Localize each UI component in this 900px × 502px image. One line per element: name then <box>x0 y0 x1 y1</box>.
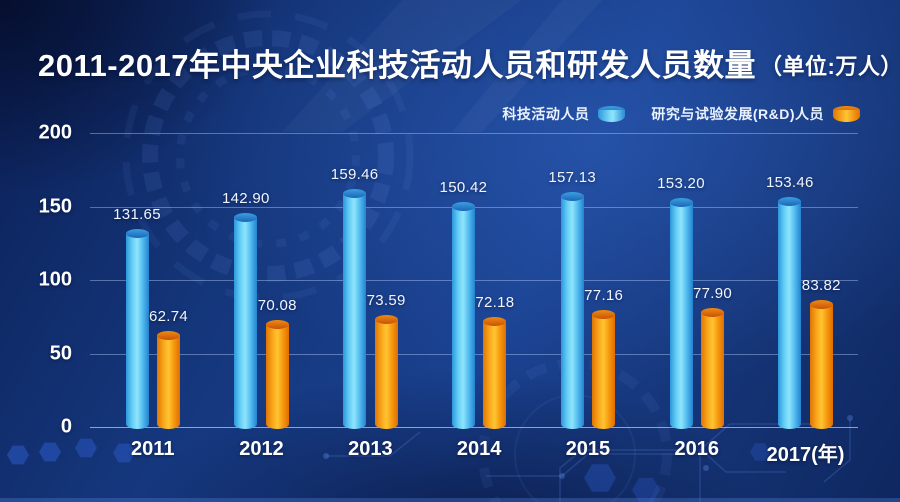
legend-item-rd-personnel: 研究与试验发展(R&D)人员 <box>651 104 860 124</box>
bar-orange-2011 <box>157 330 180 429</box>
x-axis-tick-2017: 2017(年) <box>766 444 845 466</box>
bar-cap-blue-2015 <box>560 192 584 202</box>
value-label-orange-2017: 83.82 <box>801 276 841 294</box>
bar-blue-2014 <box>451 201 475 429</box>
chart-title: 2011-2017年中央企业科技活动人员和研发人员数量 （单位:万人） <box>38 40 900 85</box>
bar-blue-2017 <box>778 197 802 429</box>
bar-blue-2012 <box>234 212 258 429</box>
value-label-blue-2015: 157.13 <box>548 169 597 187</box>
bar-cap-orange-2014 <box>483 316 507 326</box>
y-axis-tick-50: 50 <box>49 342 72 364</box>
y-axis-tick-200: 200 <box>38 121 72 144</box>
legend-marker-blue-cylinder-icon <box>598 106 626 122</box>
bar-blue-2015 <box>560 192 584 429</box>
bar-cap-blue-2011 <box>125 229 149 239</box>
chart-title-unit: （单位:万人） <box>760 54 900 79</box>
x-axis-tick-2011: 2011 <box>131 438 175 460</box>
bar-blue-2016 <box>669 197 693 429</box>
value-label-orange-2014: 72.18 <box>475 293 515 311</box>
bar-cap-orange-2012 <box>265 319 289 329</box>
bar-cap-orange-2016 <box>701 308 724 318</box>
bar-cap-blue-2012 <box>234 212 258 222</box>
bar-cap-orange-2011 <box>157 330 180 340</box>
gridline-y-200 <box>90 133 858 134</box>
legend-item-tech-personnel: 科技活动人员 <box>502 104 626 124</box>
bar-blue-2013 <box>343 188 367 429</box>
bar-cap-blue-2014 <box>451 201 475 211</box>
legend-label-rd-personnel: 研究与试验发展(R&D)人员 <box>651 106 824 122</box>
bar-orange-2012 <box>265 319 289 429</box>
x-axis-tick-2016: 2016 <box>674 438 720 460</box>
bar-cap-blue-2016 <box>669 197 693 207</box>
value-label-blue-2014: 150.42 <box>439 178 488 196</box>
x-axis-tick-2012: 2012 <box>239 438 284 460</box>
value-label-orange-2011: 62.74 <box>148 307 189 325</box>
bar-orange-2015 <box>592 309 616 429</box>
bar-orange-2014 <box>483 316 507 429</box>
legend-marker-orange-cylinder-icon <box>833 106 860 122</box>
legend: 科技活动人员 研究与试验发展(R&D)人员 <box>502 104 860 124</box>
bar-orange-2017 <box>809 299 833 429</box>
bar-orange-2016 <box>701 308 724 429</box>
legend-label-tech-personnel: 科技活动人员 <box>502 106 590 122</box>
value-label-orange-2015: 77.16 <box>584 286 624 304</box>
value-label-blue-2012: 142.90 <box>221 189 270 207</box>
x-axis-tick-2014: 2014 <box>456 438 502 460</box>
value-label-orange-2016: 77.90 <box>692 285 733 303</box>
bar-cap-orange-2015 <box>592 309 616 319</box>
y-axis-tick-100: 100 <box>38 268 72 291</box>
value-label-orange-2012: 70.08 <box>257 296 297 314</box>
value-label-blue-2016: 153.20 <box>657 174 705 192</box>
x-axis-tick-2013: 2013 <box>348 438 393 460</box>
bottom-edge-highlight <box>0 498 900 502</box>
y-axis-tick-0: 0 <box>60 415 72 438</box>
bar-orange-2013 <box>374 314 398 429</box>
gridline-y-0 <box>90 427 858 428</box>
bar-cap-orange-2013 <box>374 314 398 324</box>
value-label-blue-2013: 159.46 <box>330 165 379 183</box>
bar-cap-blue-2013 <box>343 188 367 198</box>
value-label-blue-2011: 131.65 <box>113 206 161 224</box>
y-axis-tick-150: 150 <box>38 195 72 217</box>
bar-blue-2011 <box>125 229 149 429</box>
bar-cap-orange-2017 <box>809 299 833 309</box>
bar-cap-blue-2017 <box>778 197 802 207</box>
value-label-blue-2017: 153.46 <box>765 174 814 192</box>
x-axis-tick-2015: 2015 <box>565 438 611 460</box>
value-label-orange-2013: 73.59 <box>366 291 406 309</box>
chart-title-main: 2011-2017年中央企业科技活动人员和研发人员数量 <box>38 48 757 83</box>
